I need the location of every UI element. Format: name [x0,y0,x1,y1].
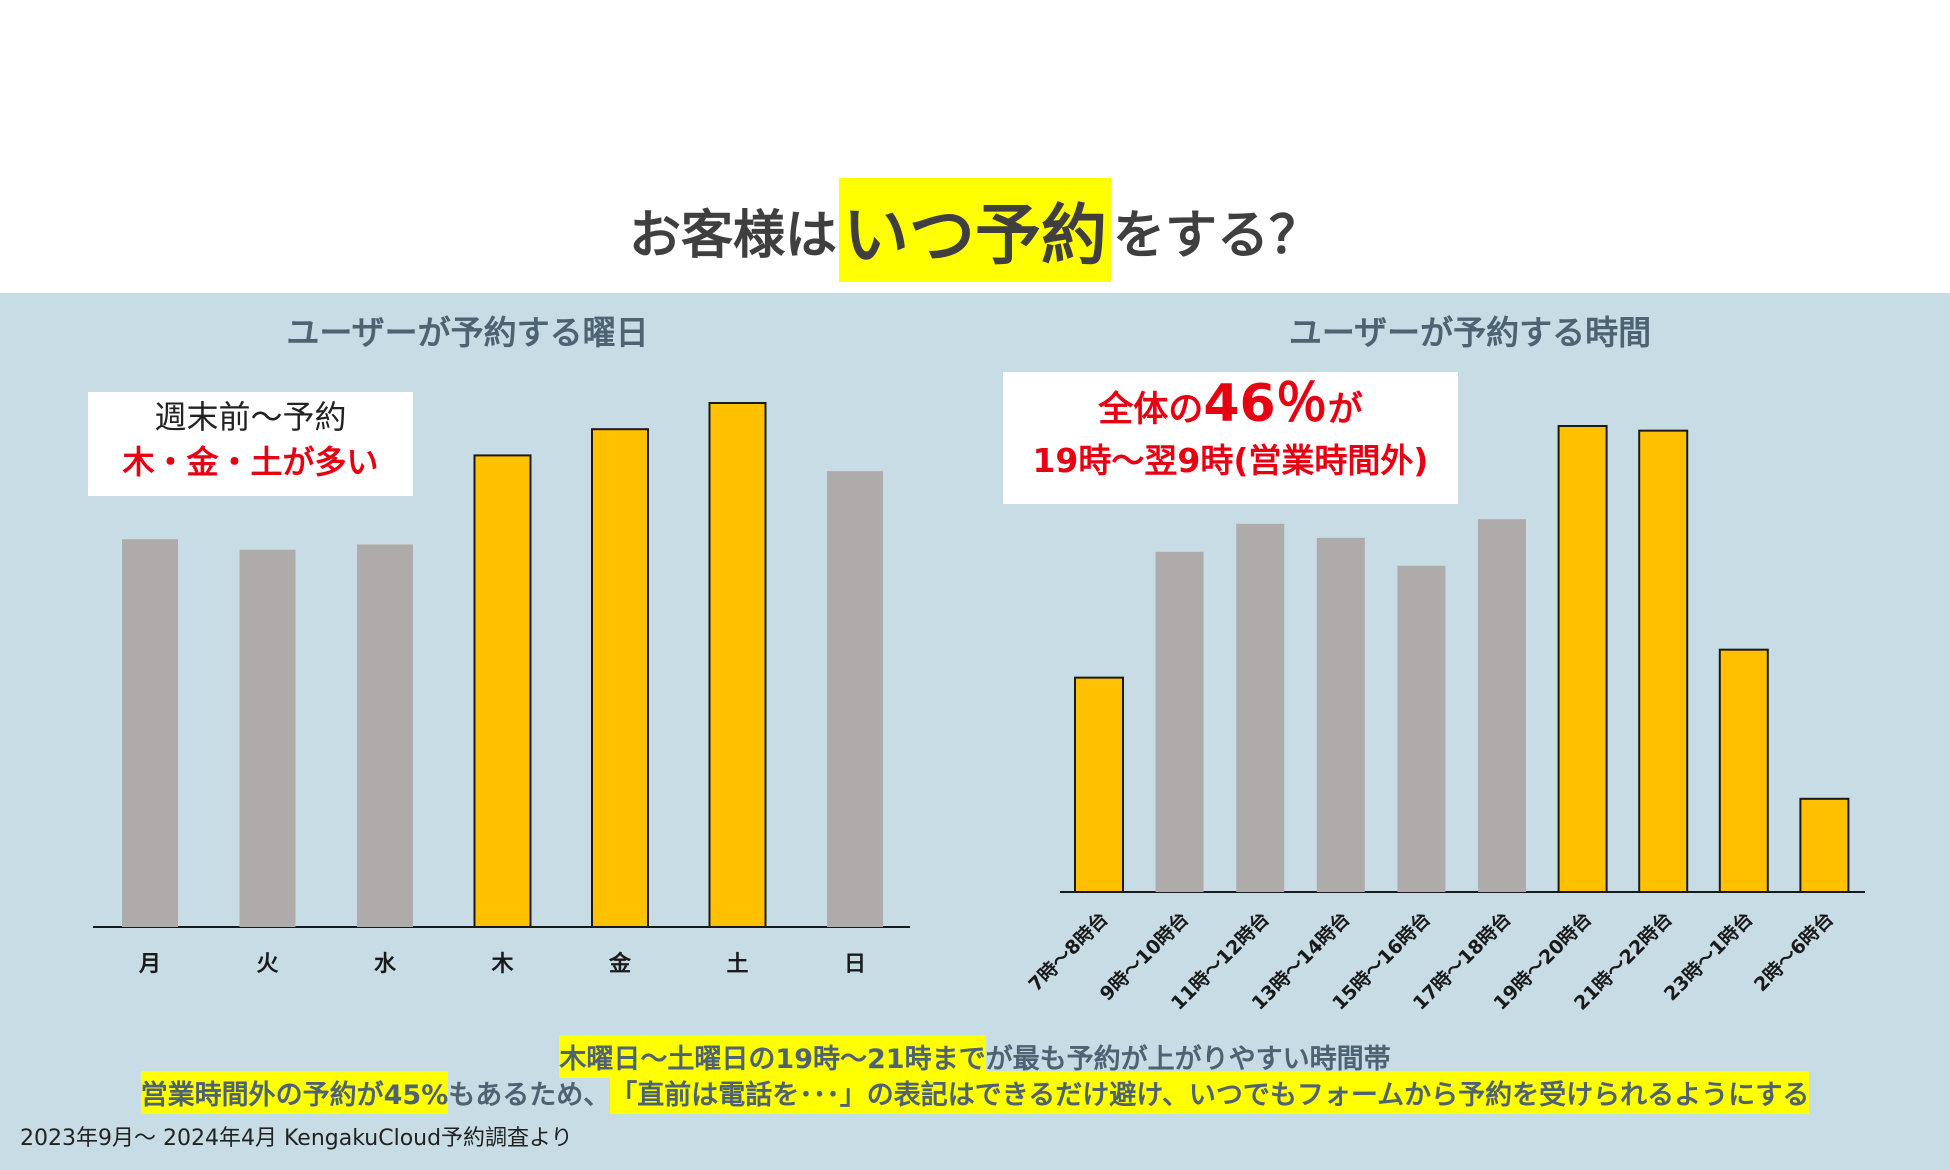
chart0-bar-6 [827,471,883,927]
summary-line2-part1: 営業時間外の予約が45% [140,1070,449,1114]
summary-line2: 営業時間外の予約が45% もあるため、 「直前は電話を･･･」の表記はできるだけ避け… [0,1070,1950,1114]
chart1-bar-6 [1557,425,1608,893]
chart1-bar-7 [1638,429,1689,893]
chart0-bar-2 [357,544,413,927]
page-title: お客様は いつ予約 をする？ [0,175,1950,285]
title-pre: お客様は [628,205,837,266]
chart1-bar-5 [1478,519,1526,892]
time-callout: 全体の46％が 19時～翌9時(営業時間外) [1003,372,1458,504]
chart0-bar-1 [239,549,296,927]
title-post: をする？ [1113,205,1322,266]
time-chart-title: ユーザーが予約する時間 [1288,313,1652,352]
title-highlight: いつ予約 [839,178,1111,282]
chart0-tick-label-3: 木 [490,952,514,977]
time-callout-line2: 19時～翌9時(営業時間外) [1032,441,1429,480]
summary-line2-part2: もあるため、 [448,1079,611,1111]
chart1-bar-1 [1155,551,1204,892]
summary-line1: 木曜日～土曜日の19時～21時まで が最も予約が上がりやすい時間帯 [0,1034,1950,1078]
summary-line1-rest: が最も予約が上がりやすい時間帯 [985,1043,1391,1075]
chart0-bar-4 [591,428,649,928]
chart0-tick-label-2: 水 [374,952,397,977]
time-callout-percent: 46％ [1203,374,1328,434]
summary-line2-part3: 「直前は電話を･･･」の表記はできるだけ避け、いつでもフォームから予約を受けられ… [610,1070,1810,1114]
chart0-tick-label-4: 金 [608,951,632,977]
weekday-callout-line2: 木・金・土が多い [122,443,379,481]
weekday-chart-title: ユーザーが予約する曜日 [286,313,649,352]
weekday-callout-line1: 週末前～予約 [154,398,347,436]
chart0-tick-label-0: 月 [138,952,161,977]
chart0-tick-label-6: 日 [844,952,866,977]
chart1-bar-3 [1316,537,1365,892]
chart1-bar-2 [1236,523,1285,892]
chart0-bar-3 [473,454,532,928]
chart0-tick-label-1: 火 [256,952,278,977]
time-callout-pre: 全体の [1098,390,1204,430]
chart0-tick-label-5: 土 [726,952,748,977]
chart1-bar-8 [1718,648,1769,893]
time-callout-post: が [1327,390,1363,430]
weekday-callout: 週末前～予約 木・金・土が多い [88,392,413,496]
chart1-tick-label-0: 7時～8時台 [1024,907,1113,996]
chart1-bar-0 [1074,676,1124,894]
summary-line1-highlight: 木曜日～土曜日の19時～21時まで [559,1034,986,1078]
footnote: 2023年9月～ 2024年4月 KengakuCloud予約調査より [20,1126,573,1151]
time-callout-line1: 全体の46％が [1003,376,1458,438]
chart1-bar-4 [1397,565,1446,892]
chart1-bar-9 [1799,797,1850,893]
chart0-bar-0 [122,539,178,927]
chart1-tick-label-9: 2時～6時台 [1749,907,1838,996]
chart0-bar-5 [708,402,767,928]
